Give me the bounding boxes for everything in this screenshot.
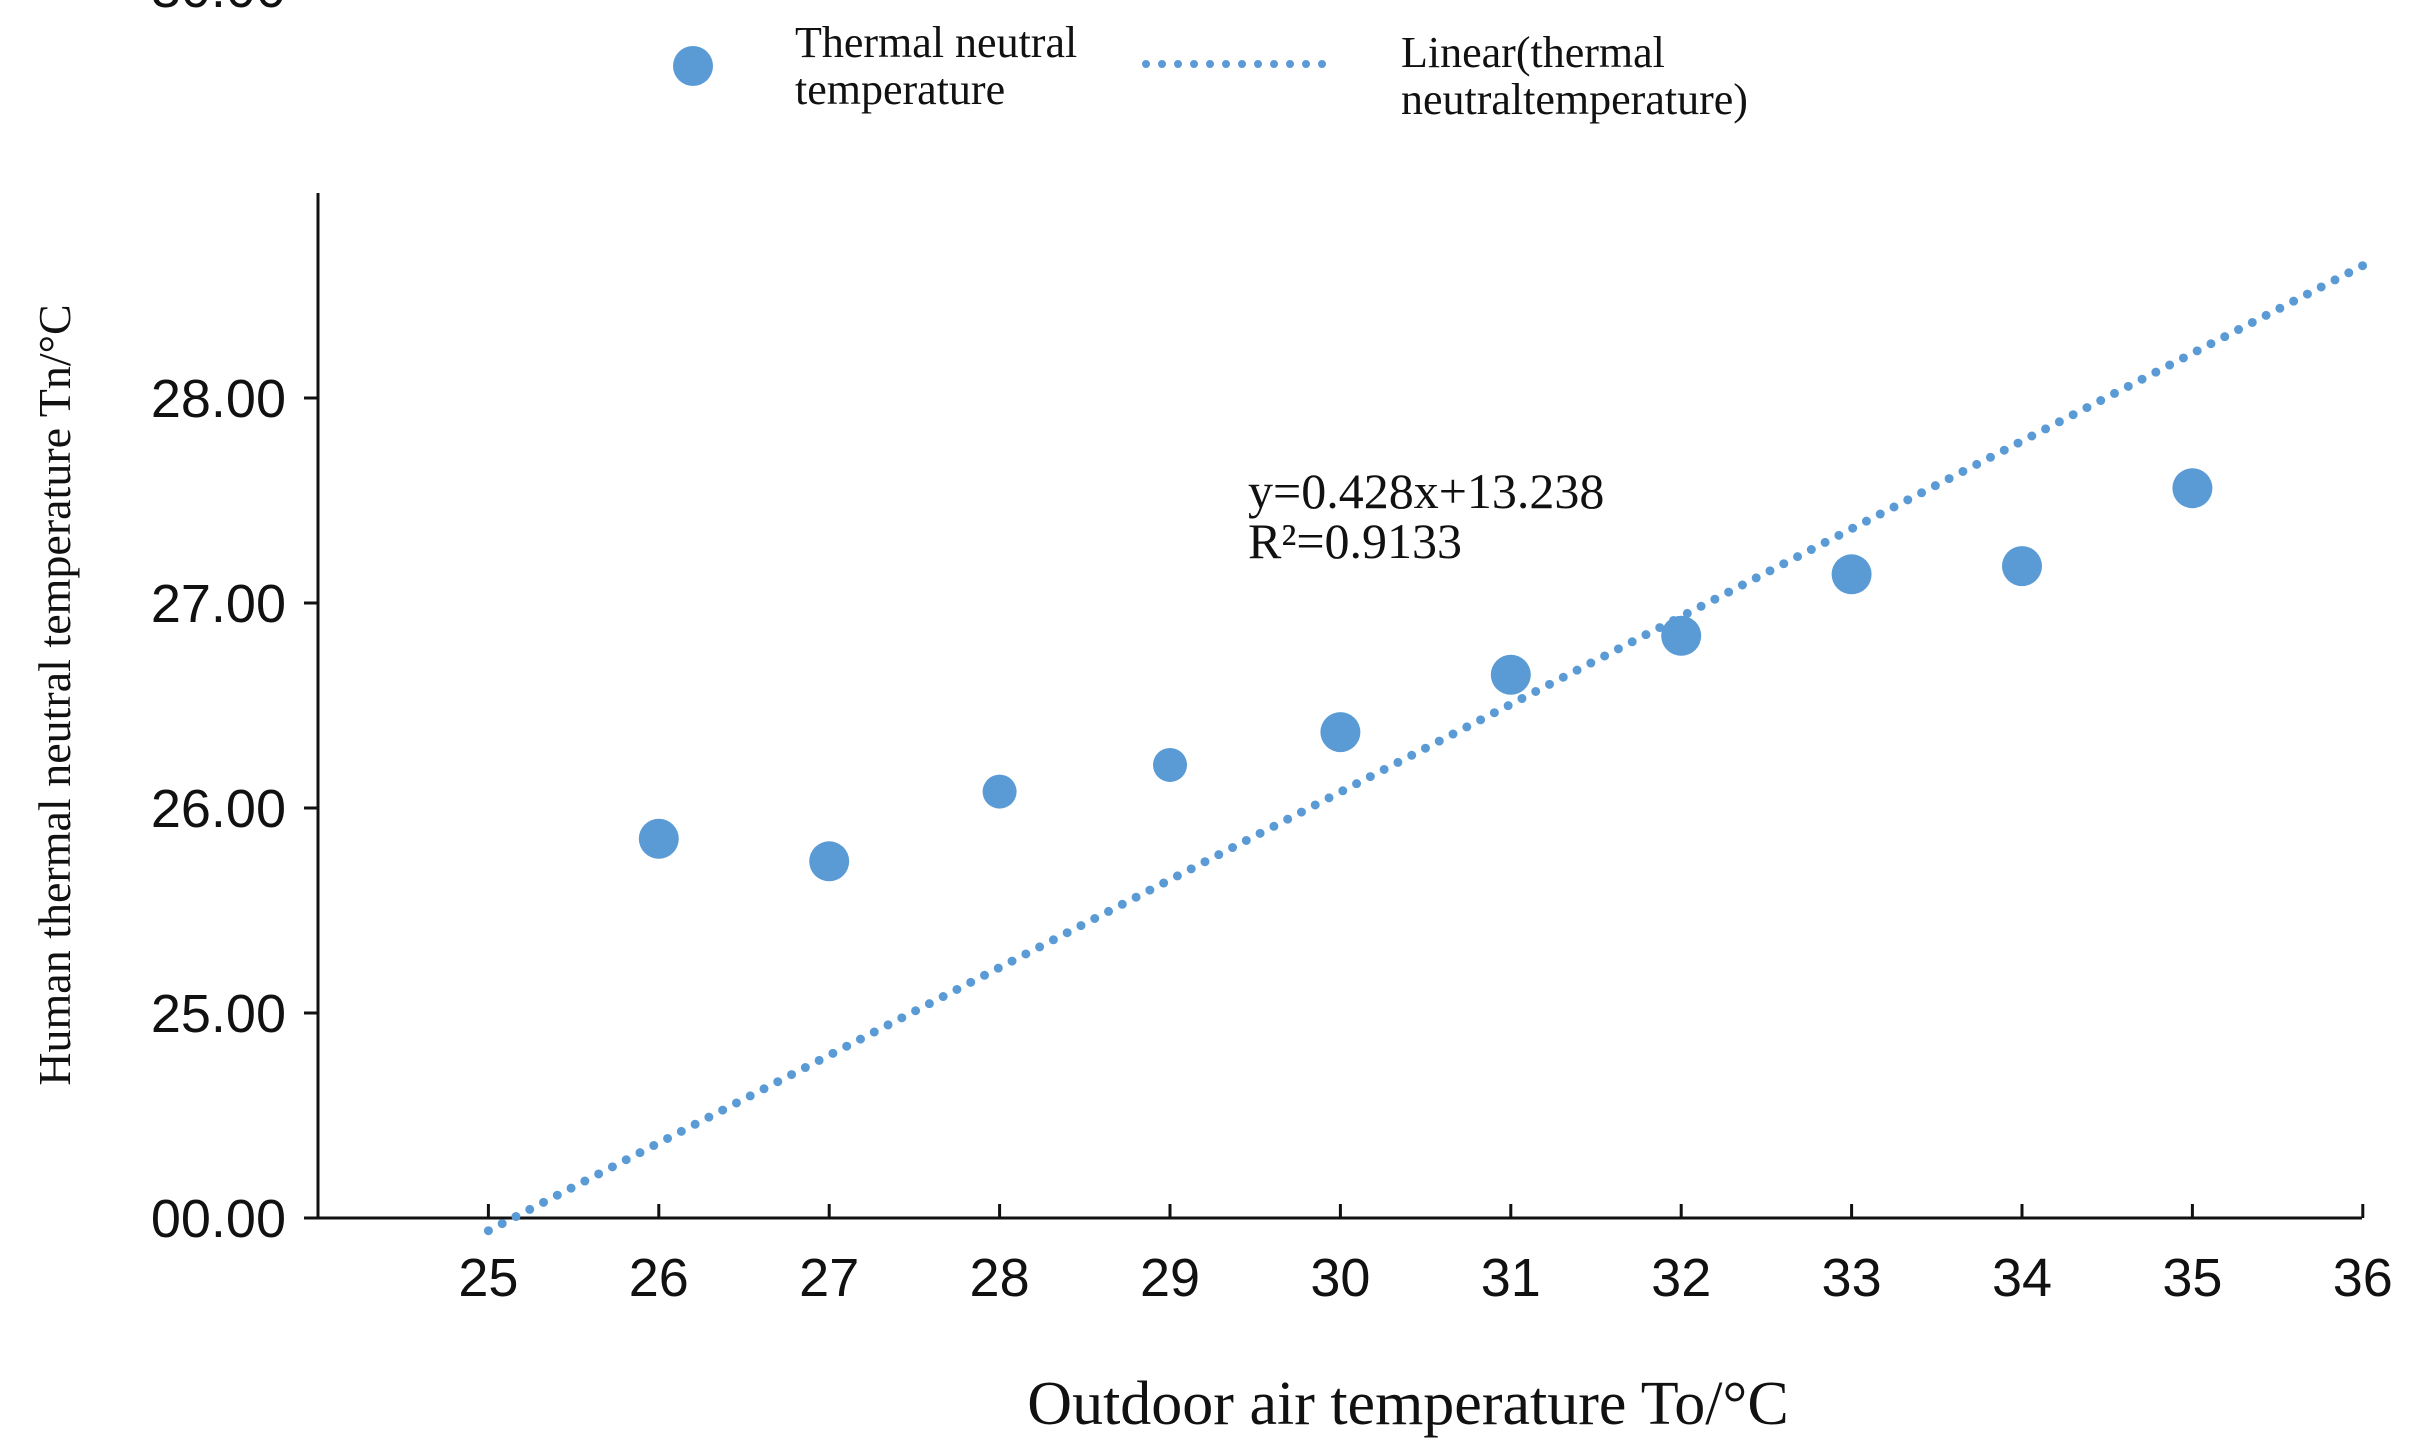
x-axis-title: Outdoor air temperature To/°C: [1027, 1370, 1788, 1438]
y-tick-label: 30.00: [151, 0, 286, 19]
data-points: [638, 468, 2213, 882]
x-tick-label: 36: [2333, 1248, 2393, 1308]
trendline-dotted-line: [483, 261, 2368, 1236]
legend-label-trendline-line2: neutraltemperature): [1401, 75, 1748, 124]
y-tick-label: 26.00: [151, 779, 286, 839]
data-point: [1831, 554, 1872, 595]
x-tick-label: 26: [629, 1248, 689, 1308]
legend-label-scatter-line2: temperature: [795, 65, 1005, 114]
x-tick-label: 29: [1140, 1248, 1200, 1308]
y-tick-label: 25.00: [151, 984, 286, 1044]
legend-label-trendline-line1: Linear(thermal: [1401, 28, 1665, 77]
data-point: [1153, 747, 1187, 782]
data-point: [982, 774, 1017, 809]
data-point: [1661, 615, 1702, 656]
x-tick-label: 32: [1651, 1248, 1711, 1308]
y-axis-ticks: 00.00 25.00 26.00 27.00 28.00 30.00: [151, 0, 318, 1249]
y-tick-label: 28.00: [151, 369, 286, 429]
equation-annotation: y=0.428x+13.238: [1248, 463, 1604, 519]
y-axis-title: Human thermal neutral temperature Tn/°C: [29, 304, 80, 1085]
data-point: [1320, 712, 1361, 753]
x-tick-label: 34: [1992, 1248, 2052, 1308]
legend: Thermal neutral temperature Linear(therm…: [673, 18, 1748, 124]
legend-marker-scatter: [673, 46, 713, 86]
data-point: [809, 841, 850, 882]
x-axis-ticks: 25 26 27 28 29 30 31 32 33 34 35 36: [458, 1204, 2393, 1308]
x-tick-label: 27: [799, 1248, 859, 1308]
x-tick-label: 30: [1310, 1248, 1370, 1308]
data-point: [1490, 654, 1531, 695]
legend-label-scatter-line1: Thermal neutral: [795, 18, 1077, 67]
trendline: [483, 261, 2368, 1236]
x-tick-label: 31: [1481, 1248, 1541, 1308]
data-point: [2002, 546, 2042, 587]
data-point: [638, 818, 679, 859]
x-tick-label: 35: [2162, 1248, 2222, 1308]
y-tick-label: 00.00: [151, 1189, 286, 1249]
r-squared-annotation: R²=0.9133: [1248, 513, 1462, 569]
x-tick-label: 25: [458, 1248, 518, 1308]
y-tick-label: 27.00: [151, 574, 286, 634]
x-tick-label: 28: [970, 1248, 1030, 1308]
x-tick-label: 33: [1822, 1248, 1882, 1308]
data-point: [2172, 468, 2213, 509]
